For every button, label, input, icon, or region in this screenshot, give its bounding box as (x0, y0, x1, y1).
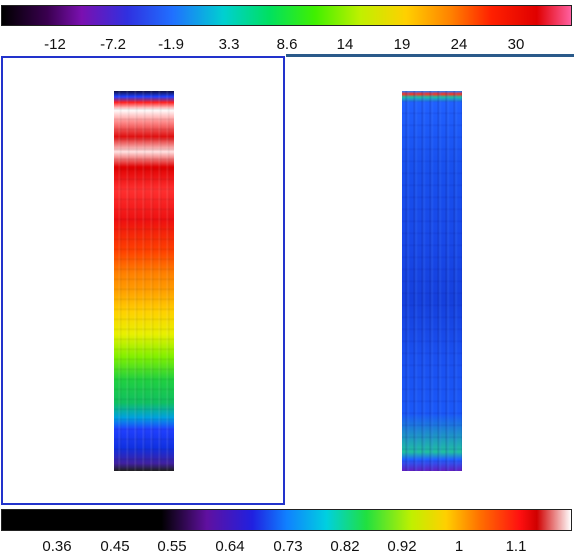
top-tick-label: 30 (507, 36, 525, 53)
top-tick-label: 24 (450, 36, 468, 53)
top-tick-label: -12 (44, 36, 66, 53)
bottom-tick-label: 0.36 (42, 538, 72, 555)
bottom-tick-label: 1.1 (505, 538, 527, 555)
left-image-strip[interactable] (114, 91, 174, 471)
bottom-tick-label: 0.64 (215, 538, 245, 555)
bottom-tick-label: 0.55 (157, 538, 187, 555)
top-tick-label: 14 (336, 36, 354, 53)
panel-divider-line (286, 54, 574, 57)
bottom-tick-label: 0.82 (330, 538, 360, 555)
bottom-colorbar-ticks: 0.36 0.45 0.55 0.64 0.73 0.82 0.92 1 1.1 (0, 539, 574, 555)
top-tick-label: 8.6 (276, 36, 298, 53)
top-tick-label: -1.9 (158, 36, 184, 53)
bottom-tick-label: 0.73 (273, 538, 303, 555)
top-colorbar-gradient (1, 5, 572, 26)
top-tick-label: -7.2 (100, 36, 126, 53)
left-panel-selection-frame[interactable] (1, 56, 285, 505)
bottom-colorbar: 0.36 0.45 0.55 0.64 0.73 0.82 0.92 1 1.1 (0, 505, 574, 555)
right-image-strip[interactable] (402, 91, 462, 471)
top-colorbar: -12 -7.2 -1.9 3.3 8.6 14 19 24 30 (0, 0, 574, 54)
bottom-tick-label: 0.92 (387, 538, 417, 555)
bottom-colorbar-gradient (1, 509, 572, 531)
bottom-tick-label: 1 (454, 538, 464, 555)
top-tick-label: 19 (393, 36, 411, 53)
top-colorbar-ticks: -12 -7.2 -1.9 3.3 8.6 14 19 24 30 (0, 37, 574, 53)
top-tick-label: 3.3 (218, 36, 240, 53)
bottom-tick-label: 0.45 (100, 538, 130, 555)
